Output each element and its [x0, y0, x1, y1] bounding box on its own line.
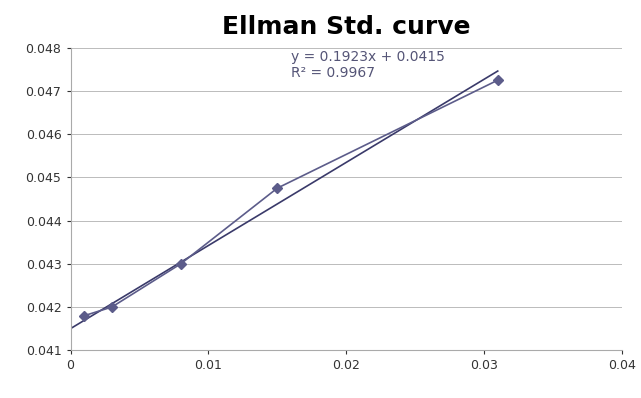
- Text: R² = 0.9967: R² = 0.9967: [291, 66, 375, 80]
- Title: Ellman Std. curve: Ellman Std. curve: [222, 15, 470, 39]
- Text: y = 0.1923x + 0.0415: y = 0.1923x + 0.0415: [291, 50, 445, 64]
